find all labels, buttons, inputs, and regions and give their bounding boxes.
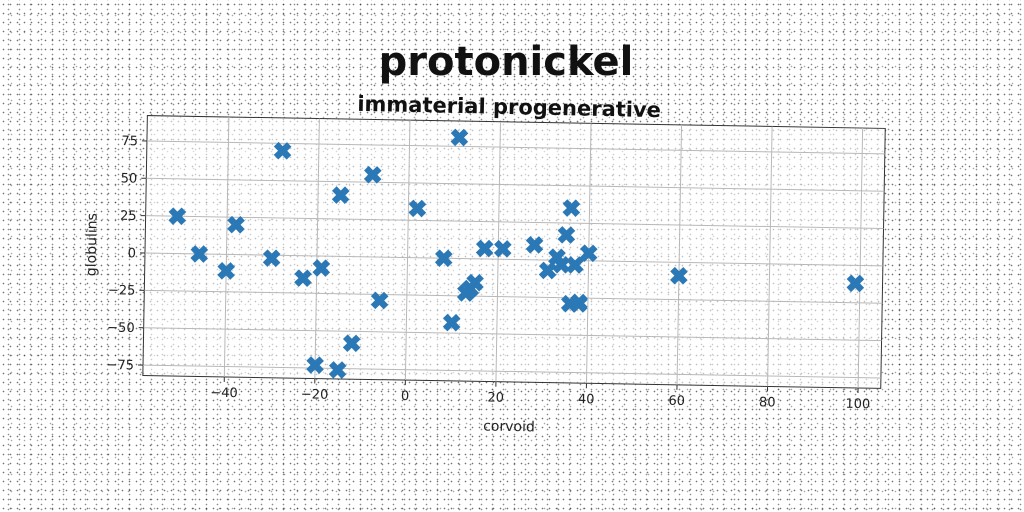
y-tick-label: 50	[121, 171, 138, 186]
data-point	[555, 258, 568, 271]
data-point	[453, 131, 466, 144]
chart-title: protonickel	[379, 39, 634, 85]
data-point	[478, 242, 491, 255]
x-tick-label: 40	[578, 392, 595, 407]
data-point	[445, 316, 458, 329]
plot-area: −40 −20 0 20 40 60 80 100 −75 −50 −25 0 25 50 75 corvo…	[81, 114, 885, 441]
data-point	[296, 272, 309, 285]
data-point	[849, 277, 862, 290]
data-point	[541, 264, 554, 277]
data-point	[496, 242, 509, 255]
data-point	[171, 210, 184, 223]
x-tick-label: 80	[759, 395, 776, 410]
data-point	[582, 247, 595, 260]
y-tick-label: 25	[120, 209, 137, 224]
x-tick-label: 20	[487, 391, 504, 406]
x-tick-label: −40	[210, 386, 238, 401]
data-point	[572, 297, 585, 310]
y-tick-label: 0	[128, 246, 137, 261]
y-tick-label: −75	[106, 358, 134, 373]
y-axis-label: globulins	[84, 213, 101, 276]
data-point	[565, 202, 578, 215]
x-axis-label: corvoid	[483, 418, 535, 435]
data-point	[560, 228, 573, 241]
y-tick-label: −50	[107, 321, 135, 336]
data-point	[265, 252, 278, 265]
x-tick-label: 0	[401, 389, 410, 404]
data-point	[229, 218, 242, 231]
data-point	[672, 269, 685, 282]
x-tick-label: 100	[845, 397, 870, 412]
data-point	[331, 363, 344, 376]
x-tick-label: −20	[301, 387, 329, 402]
data-point	[193, 247, 206, 260]
data-point	[345, 337, 358, 350]
y-tick-label: 75	[121, 134, 138, 149]
data-point	[373, 294, 386, 307]
data-point	[437, 252, 450, 265]
data-point	[220, 264, 233, 277]
plot-frame	[143, 116, 885, 389]
data-point	[528, 238, 541, 251]
data-point	[411, 202, 424, 215]
data-point	[315, 261, 328, 274]
data-point	[308, 358, 321, 371]
x-tick-label: 60	[668, 394, 685, 409]
data-point	[276, 144, 289, 157]
data-point	[568, 258, 581, 271]
data-point	[468, 276, 481, 289]
y-tick-label: −25	[108, 283, 136, 298]
data-point	[334, 189, 347, 202]
chart-subtitle: immaterial progenerative	[357, 92, 661, 122]
data-point	[366, 168, 379, 181]
